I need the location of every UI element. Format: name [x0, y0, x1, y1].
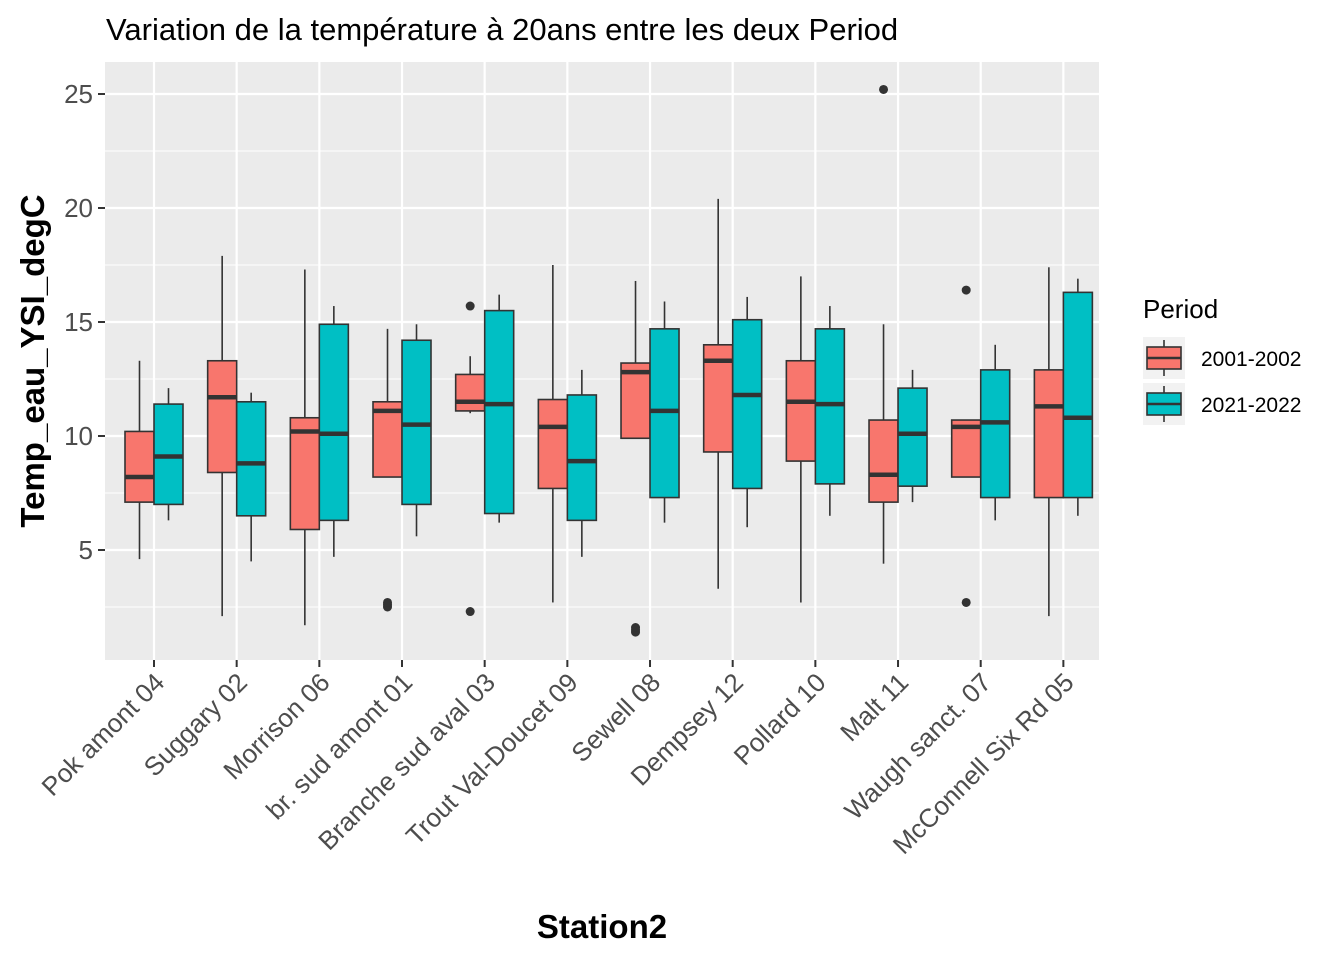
box-iqr — [566, 394, 598, 522]
box-iqr — [785, 359, 817, 462]
outlier-point — [961, 597, 971, 607]
legend-label: 2021-2022 — [1201, 394, 1301, 417]
y-tick-label: 15 — [64, 307, 93, 337]
outlier-point — [879, 84, 889, 94]
box-iqr — [868, 419, 899, 503]
box-iqr — [814, 328, 846, 485]
box-iqr — [124, 430, 155, 503]
box-iqr — [731, 318, 763, 490]
box-iqr — [153, 403, 184, 506]
box-iqr — [897, 387, 928, 487]
y-tick-label: 20 — [64, 193, 93, 223]
box-2021-2022-trout-val-doucet-09 — [566, 369, 598, 557]
box-2021-2022-waugh-sanct-07 — [979, 344, 1011, 521]
box-2021-2022-branche-sud-aval-03 — [483, 294, 515, 523]
box-iqr — [318, 323, 350, 522]
box-iqr — [1033, 369, 1065, 499]
outlier-point — [961, 285, 971, 295]
outlier-point — [631, 623, 641, 633]
box-2001-2002-pollard-10 — [785, 276, 817, 603]
box-2021-2022-pollard-10 — [814, 306, 846, 516]
legend-title: Period — [1143, 294, 1218, 324]
x-tick-label: Waugh sanct. 07 — [838, 667, 997, 826]
box-2001-2002-morrison-06 — [289, 269, 321, 626]
box-iqr — [372, 400, 403, 478]
box-2001-2002-branche-sud-aval-03 — [454, 301, 486, 617]
box-iqr — [1062, 291, 1094, 499]
box-2001-2002-pok-amont-04 — [124, 360, 155, 560]
box-iqr — [649, 328, 680, 499]
box-iqr — [483, 309, 515, 515]
box-series — [124, 84, 1094, 637]
x-tick-label: Pok amont 04 — [36, 667, 171, 802]
x-tick-label: Malt 11 — [834, 667, 914, 747]
box-2001-2002-br-sud-amont-01 — [372, 328, 403, 612]
box-iqr — [206, 359, 238, 474]
y-tick-label: 5 — [79, 535, 93, 565]
box-iqr — [235, 400, 267, 517]
box-2021-2022-mcconnell-six-rd-05 — [1062, 278, 1094, 516]
box-2021-2022-sewell-08 — [649, 301, 680, 523]
box-2001-2002-sewell-08 — [620, 280, 651, 637]
box-2001-2002-dempsey-12 — [702, 198, 734, 589]
y-axis-title: Temp_eau_YSI_degC — [14, 194, 51, 527]
outlier-point — [465, 607, 475, 617]
box-iqr — [979, 369, 1011, 499]
chart-title: Variation de la température à 20ans entr… — [106, 12, 898, 47]
outlier-point — [383, 597, 393, 607]
legend-label: 2001-2002 — [1201, 348, 1301, 371]
outlier-point — [465, 301, 475, 311]
box-iqr — [454, 373, 486, 412]
box-iqr — [537, 398, 569, 490]
y-tick-label: 10 — [64, 421, 93, 451]
plot-panel — [105, 62, 1099, 660]
box-2021-2022-br-sud-amont-01 — [401, 324, 432, 537]
box-2021-2022-malt-11 — [897, 369, 928, 503]
box-2001-2002-suggary-02 — [206, 255, 238, 617]
box-2021-2022-morrison-06 — [318, 306, 350, 557]
box-2001-2002-malt-11 — [868, 84, 899, 564]
x-tick-label: br. sud amont 01 — [260, 667, 418, 825]
x-axis-title: Station2 — [537, 908, 667, 945]
y-axis: 5 10 15 20 25 — [64, 79, 105, 565]
y-tick-label: 25 — [64, 79, 93, 109]
box-iqr — [401, 339, 432, 506]
box-iqr — [289, 416, 321, 531]
legend: Period 2001-2002 2021-2022 — [1143, 294, 1301, 425]
box-2021-2022-suggary-02 — [235, 392, 267, 562]
box-2021-2022-pok-amont-04 — [153, 388, 184, 521]
box-2001-2002-trout-val-doucet-09 — [537, 265, 569, 603]
box-2021-2022-dempsey-12 — [731, 296, 763, 528]
